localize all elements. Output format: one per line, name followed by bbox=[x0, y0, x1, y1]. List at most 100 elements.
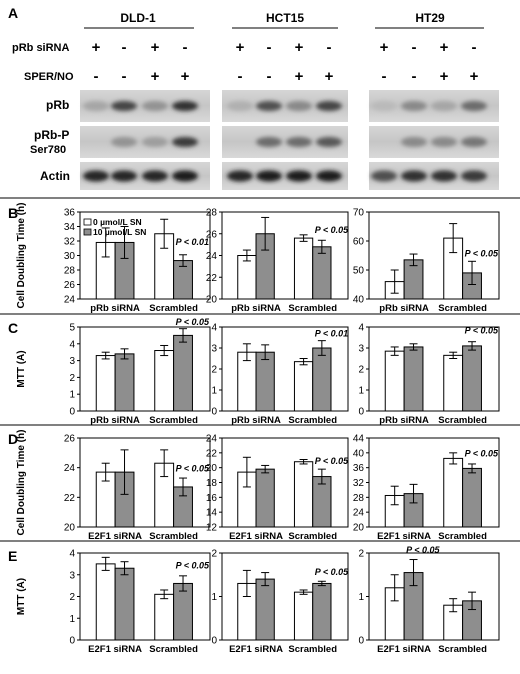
bar-0-umol bbox=[443, 354, 464, 412]
blot-band bbox=[111, 170, 137, 182]
legend-swatch-filled bbox=[83, 228, 92, 236]
y-tick-label: 32 bbox=[64, 237, 76, 248]
p-value-annotation: P < 0.05 bbox=[176, 464, 210, 474]
bar-10-umol bbox=[114, 567, 135, 641]
legend-swatch-open bbox=[83, 218, 92, 226]
p-value-annotation: P < 0.05 bbox=[465, 448, 499, 458]
sirna-sign: + bbox=[151, 39, 160, 56]
bar-10-umol bbox=[255, 468, 275, 528]
y-tick-label: 1 bbox=[358, 386, 364, 397]
sirna-sign: + bbox=[92, 39, 101, 56]
panel-letter: C bbox=[8, 320, 18, 336]
y-tick-label: 24 bbox=[206, 434, 218, 445]
x-category-label: Scrambled bbox=[438, 303, 487, 314]
blot-band bbox=[286, 137, 312, 147]
chart-E3: 0 1 2 E2F1 siRNA Scrambled P < 0.05 bbox=[358, 545, 500, 655]
blot-label-prbp: pRb-P bbox=[34, 128, 69, 142]
y-tick-label: 60 bbox=[353, 237, 365, 248]
y-tick-label: 16 bbox=[206, 493, 218, 504]
bar-0-umol bbox=[293, 591, 314, 641]
blot-label-prb: pRb bbox=[46, 98, 69, 112]
x-category-label: pRb siRNA bbox=[231, 303, 281, 314]
sirna-sign: - bbox=[122, 39, 127, 56]
blot-band bbox=[256, 101, 282, 111]
x-category-label: pRb siRNA bbox=[379, 415, 429, 426]
blot-band bbox=[172, 137, 198, 147]
sirna-sign: + bbox=[440, 39, 449, 56]
bar-10-umol bbox=[114, 353, 135, 412]
cell-line-headers: DLD-1 HCT15 HT29 bbox=[84, 11, 484, 29]
bar-0-umol bbox=[384, 350, 405, 412]
y-tick-label: 24 bbox=[64, 463, 76, 474]
p-value-annotation: P < 0.01 bbox=[315, 329, 348, 339]
blot-label-actin: Actin bbox=[40, 169, 70, 183]
sirna-sign: + bbox=[295, 39, 304, 56]
plot-frame bbox=[368, 211, 500, 300]
cell-line-ht29: HT29 bbox=[415, 11, 445, 25]
legend: 0 µmol/L SN 10 µmol/L SN bbox=[83, 217, 146, 237]
x-category-label: pRb siRNA bbox=[90, 415, 140, 426]
blot-band bbox=[83, 170, 109, 182]
sper-sign: + bbox=[295, 68, 304, 85]
blot-band bbox=[401, 101, 427, 111]
y-tick-label: 28 bbox=[206, 208, 218, 219]
x-category-label: pRb siRNA bbox=[231, 415, 281, 426]
p-value-annotation: P < 0.05 bbox=[176, 317, 210, 327]
bar-10-umol bbox=[255, 351, 275, 412]
blot-band bbox=[461, 170, 487, 182]
y-tick-label: 3 bbox=[211, 344, 217, 355]
x-category-label: pRb siRNA bbox=[379, 303, 429, 314]
bar-10-umol bbox=[173, 334, 193, 412]
y-tick-label: 14 bbox=[206, 508, 218, 519]
x-category-label: E2F1 siRNA bbox=[377, 644, 431, 655]
chart-B2: 20 22 24 26 28 pRb siRNA Scrambled P < 0.05 bbox=[206, 208, 349, 315]
y-tick-label: 26 bbox=[206, 229, 218, 240]
bar-0-umol bbox=[154, 350, 175, 412]
sper-sign: - bbox=[122, 68, 127, 85]
panel-letter: E bbox=[8, 548, 17, 564]
y-tick-label: 3 bbox=[358, 344, 364, 355]
x-category-label: Scrambled bbox=[438, 644, 487, 655]
blot-band bbox=[286, 170, 312, 182]
chart-D2: 12 14 16 18 20 22 24 E2F1 siRNA Scrambled P < 0.0… bbox=[206, 434, 349, 543]
panel-letter: B bbox=[8, 205, 18, 221]
bar-0-umol bbox=[95, 563, 116, 641]
y-tick-label: 26 bbox=[64, 280, 76, 291]
x-category-label: E2F1 siRNA bbox=[229, 531, 283, 542]
sper-sign: - bbox=[238, 68, 243, 85]
plot-frame bbox=[79, 437, 211, 528]
p-value-annotation: P < 0.05 bbox=[315, 225, 349, 235]
sirna-sign: - bbox=[267, 39, 272, 56]
x-category-label: Scrambled bbox=[149, 303, 198, 314]
x-category-label: Scrambled bbox=[149, 415, 198, 426]
blot-band bbox=[431, 170, 457, 182]
sper-sign: - bbox=[94, 68, 99, 85]
x-category-label: Scrambled bbox=[288, 415, 337, 426]
chart-D1: 20 22 24 26 Cell Doubling Time (h)D E2F1 siRN… bbox=[8, 430, 211, 542]
x-category-label: Scrambled bbox=[288, 644, 337, 655]
p-value-annotation: P < 0.05 bbox=[406, 545, 440, 555]
y-axis-label: MTT (A) bbox=[16, 350, 27, 387]
y-axis-label: Cell Doubling Time (h) bbox=[16, 430, 27, 536]
y-tick-label: 24 bbox=[64, 295, 76, 306]
blot-band bbox=[401, 170, 427, 182]
y-tick-label: 20 bbox=[353, 523, 365, 534]
blot-band bbox=[286, 101, 312, 111]
y-tick-label: 26 bbox=[64, 434, 76, 445]
legend-label-filled: 10 µmol/L SN bbox=[93, 227, 146, 237]
blot-band bbox=[172, 170, 198, 182]
blot-band bbox=[142, 170, 168, 182]
x-category-label: E2F1 siRNA bbox=[88, 644, 142, 655]
sper-sign: - bbox=[267, 68, 272, 85]
y-tick-label: 50 bbox=[353, 266, 365, 277]
bar-0-umol bbox=[443, 457, 464, 528]
y-tick-label: 2 bbox=[69, 373, 75, 384]
y-tick-label: 1 bbox=[69, 614, 75, 625]
p-value-annotation: P < 0.05 bbox=[465, 248, 499, 258]
chart-C3: 0 1 2 3 4 pRb siRNA Scrambled P < 0.05 bbox=[358, 323, 500, 426]
x-category-label: pRb siRNA bbox=[90, 303, 140, 314]
y-tick-label: 2 bbox=[358, 549, 364, 560]
x-category-label: Scrambled bbox=[438, 415, 487, 426]
sper-sign: - bbox=[382, 68, 387, 85]
